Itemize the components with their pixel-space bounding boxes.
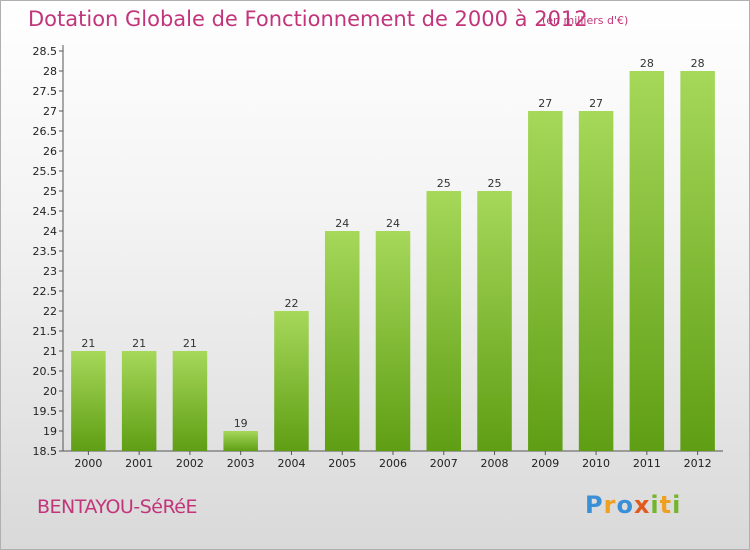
y-tick-label: 22: [43, 305, 57, 318]
data-label-2001: 21: [132, 337, 146, 350]
logo-letter: i: [672, 491, 682, 519]
y-tick-label: 25.5: [33, 165, 58, 178]
logo-letter: t: [659, 491, 673, 519]
bar-2009: [528, 111, 563, 451]
y-tick-label: 20.5: [33, 365, 58, 378]
chart-subtitle: (en milliers d'€): [542, 14, 629, 27]
bar-2000: [71, 351, 106, 451]
y-tick-label: 18.5: [33, 445, 58, 458]
x-tick-label-2005: 2005: [328, 457, 356, 470]
x-tick-label-2003: 2003: [227, 457, 255, 470]
x-tick-label-2002: 2002: [176, 457, 204, 470]
chart-title: Dotation Globale de Fonctionnement de 20…: [28, 7, 588, 31]
data-label-2007: 25: [437, 177, 451, 190]
bar-2010: [578, 111, 614, 451]
logo-letter: i: [650, 491, 660, 519]
y-tick-label: 22.5: [33, 285, 58, 298]
x-tick-label-2012: 2012: [684, 457, 712, 470]
y-tick-label: 21.5: [33, 325, 58, 338]
y-tick-label: 24.5: [33, 205, 58, 218]
bar-2007: [426, 191, 462, 451]
y-tick-label: 21: [43, 345, 57, 358]
logo-letter: o: [616, 491, 634, 519]
x-tick-label-2011: 2011: [633, 457, 661, 470]
x-axis: 2000 2001 2002 2003 2004 2005 2006 2007 2008 2009…: [63, 450, 723, 470]
y-tick-label: 25: [43, 185, 57, 198]
data-label-2000: 21: [81, 337, 95, 350]
x-tick-label-2004: 2004: [277, 457, 305, 470]
bar-2008: [477, 191, 512, 451]
x-tick-label-2006: 2006: [379, 457, 407, 470]
y-tick-label: 24: [43, 225, 57, 238]
x-tick-label-2010: 2010: [582, 457, 610, 470]
data-label-2008: 25: [488, 177, 502, 190]
x-tick-label-2000: 2000: [74, 457, 102, 470]
y-tick-label: 23: [43, 265, 57, 278]
bar-2006: [375, 231, 411, 451]
bar-2001: [121, 351, 157, 451]
data-label-2012: 28: [691, 57, 705, 70]
bar-2012: [680, 71, 715, 451]
data-label-2010: 27: [589, 97, 603, 110]
data-label-2002: 21: [183, 337, 197, 350]
y-tick-label: 28: [43, 65, 57, 78]
bar-2005: [324, 231, 360, 451]
bar-2011: [629, 71, 665, 451]
x-tick-label-2007: 2007: [430, 457, 458, 470]
bar-2004: [274, 311, 309, 451]
logo-letter: P: [585, 491, 604, 519]
y-tick-label: 19.5: [33, 405, 58, 418]
commune-name: BENTAYOU-SéRéE: [37, 496, 197, 518]
logo-letter: r: [603, 491, 617, 519]
y-axis: 18.5 19 19.5 20 20.5 21 21.5 22 22.5 23 23.5 24 24.5…: [33, 45, 64, 458]
y-tick-label: 27: [43, 105, 57, 118]
y-tick-label: 27.5: [33, 85, 58, 98]
data-label-2003: 19: [234, 417, 248, 430]
y-tick-label: 26.5: [33, 125, 58, 138]
x-tick-label-2001: 2001: [125, 457, 153, 470]
data-label-2004: 22: [284, 297, 298, 310]
y-tick-label: 20: [43, 385, 57, 398]
proxiti-logo: Proxiti: [585, 491, 681, 519]
y-tick-label: 28.5: [33, 45, 58, 58]
data-label-2006: 24: [386, 217, 400, 230]
y-tick-label: 23.5: [33, 245, 58, 258]
bars-group: 21 21 21 19 22 24 24 25 25 27 27 28 28: [71, 57, 715, 451]
bar-2003: [223, 431, 258, 451]
logo-letter: x: [633, 491, 651, 519]
data-label-2011: 28: [640, 57, 654, 70]
data-label-2009: 27: [538, 97, 552, 110]
x-tick-label-2009: 2009: [531, 457, 559, 470]
y-tick-label: 26: [43, 145, 57, 158]
data-label-2005: 24: [335, 217, 349, 230]
bar-2002: [172, 351, 208, 451]
y-tick-label: 19: [43, 425, 57, 438]
x-tick-label-2008: 2008: [481, 457, 509, 470]
